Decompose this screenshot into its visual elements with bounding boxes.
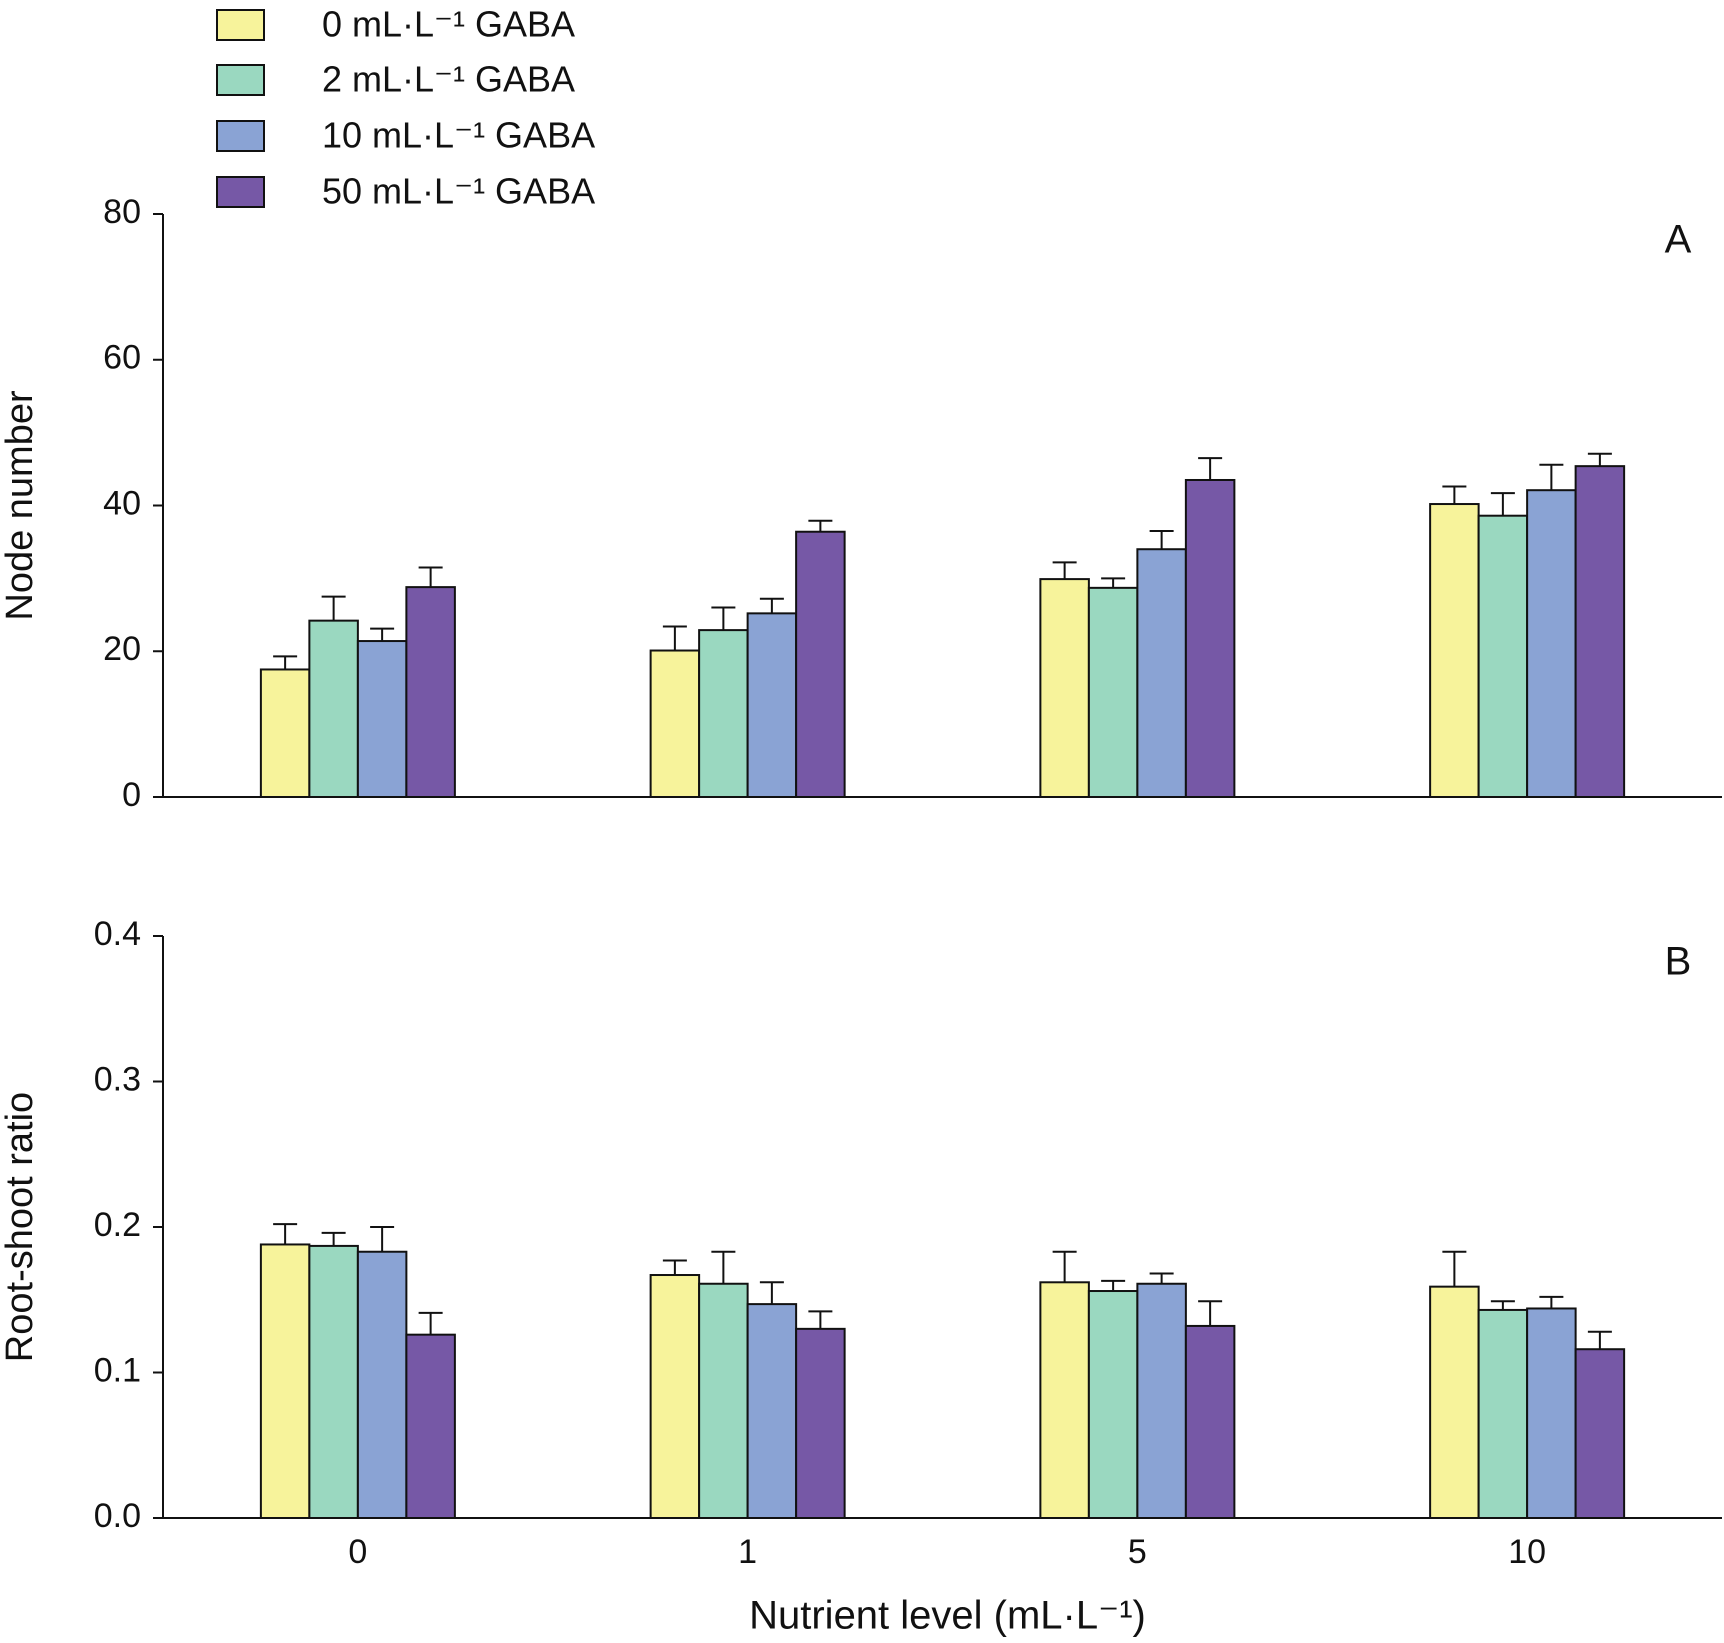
error-bar [662, 625, 687, 651]
panel-label: A [1665, 218, 1692, 262]
error-bar [370, 1226, 395, 1252]
legend-swatch [216, 176, 265, 208]
bar [649, 649, 701, 798]
error-bar [370, 627, 395, 642]
error-bar [418, 566, 443, 588]
bar [1477, 1308, 1529, 1520]
bar [1087, 586, 1139, 798]
legend-swatch [216, 64, 265, 96]
bar [405, 586, 456, 798]
error-bar [759, 1281, 784, 1305]
y-tick-label: 0.2 [94, 1206, 141, 1244]
error-bar [1539, 463, 1564, 491]
error-bar [273, 1223, 298, 1245]
legend-label: 2 mL·L⁻¹ GABA [322, 59, 575, 100]
error-bar [711, 1250, 736, 1284]
bar [259, 668, 311, 798]
error-bar [1442, 485, 1467, 505]
y-tick-label: 80 [103, 193, 141, 231]
bar [356, 1250, 408, 1519]
bar [1184, 1324, 1236, 1519]
error-bar [1149, 1272, 1174, 1284]
error-bar [662, 1259, 687, 1276]
bar [795, 530, 846, 798]
error-bar [711, 606, 736, 631]
bar [1039, 1281, 1090, 1520]
error-bar [1052, 1250, 1077, 1283]
y-tick-label: 0.3 [94, 1060, 141, 1098]
bar [405, 1333, 456, 1520]
y-tick-label: 20 [103, 630, 141, 668]
bar [1574, 1348, 1626, 1519]
bar [746, 1303, 798, 1519]
bar [1039, 578, 1090, 799]
error-bar [1198, 457, 1223, 480]
bar [1526, 1307, 1577, 1519]
bar [1429, 503, 1480, 798]
x-tick-label: 0 [348, 1533, 367, 1571]
y-tick-label: 0 [122, 776, 141, 814]
legend-label: 10 mL·L⁻¹ GABA [322, 115, 595, 156]
bar [649, 1274, 701, 1520]
error-bar [1539, 1295, 1564, 1309]
y-tick-label: 60 [103, 339, 141, 377]
bar [746, 612, 798, 798]
x-axis-label: Nutrient level (mL·L⁻¹) [749, 1594, 1146, 1638]
error-bar [1490, 1300, 1515, 1310]
y-tick-label: 40 [103, 484, 141, 522]
bar [1429, 1285, 1480, 1520]
legend-label: 50 mL·L⁻¹ GABA [322, 171, 595, 212]
bar [795, 1327, 846, 1519]
error-bar [808, 1310, 833, 1329]
x-tick-label: 1 [738, 1533, 757, 1571]
bar [1087, 1290, 1139, 1520]
panel-label: B [1665, 940, 1692, 984]
error-bar [759, 597, 784, 614]
bar [308, 1244, 359, 1520]
bar [1184, 478, 1236, 798]
error-bar [1149, 530, 1174, 550]
x-tick-label: 5 [1128, 1533, 1147, 1571]
legend-swatch [216, 9, 265, 41]
y-axis-label: Node number [0, 390, 41, 621]
bar [698, 629, 749, 799]
bar [1136, 548, 1187, 798]
bar [308, 619, 359, 799]
bar [356, 640, 408, 798]
bar [1526, 489, 1577, 798]
error-bar [273, 655, 298, 670]
error-bar [418, 1311, 443, 1335]
error-bar [1198, 1300, 1223, 1326]
legend-label: 0 mL·L⁻¹ GABA [322, 4, 575, 45]
error-bar [808, 519, 833, 532]
error-bar [321, 1231, 346, 1246]
y-axis-label: Root-shoot ratio [0, 1092, 41, 1362]
error-bar [321, 595, 346, 621]
error-bar [1052, 561, 1077, 580]
y-tick-label: 0.1 [94, 1351, 141, 1389]
bar [1136, 1282, 1187, 1519]
error-bar [1587, 452, 1612, 467]
error-bar [1490, 492, 1515, 516]
bar [1574, 465, 1626, 798]
error-bar [1101, 577, 1126, 588]
legend-swatch [216, 120, 265, 152]
x-tick-label: 10 [1508, 1533, 1546, 1571]
error-bar [1587, 1330, 1612, 1350]
error-bar [1101, 1279, 1126, 1292]
y-tick-label: 0.0 [94, 1497, 141, 1535]
y-tick-label: 0.4 [94, 915, 141, 953]
error-bar [1442, 1250, 1467, 1287]
bar [259, 1243, 311, 1519]
bar [698, 1282, 749, 1519]
bar [1477, 514, 1529, 798]
